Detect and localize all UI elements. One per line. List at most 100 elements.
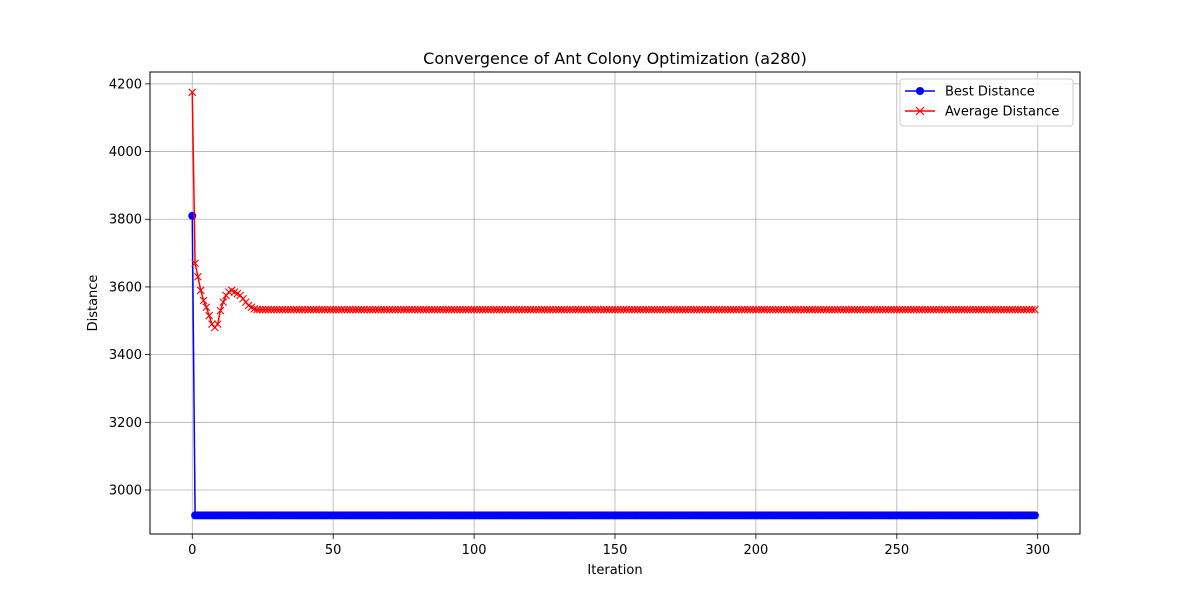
data-point <box>757 305 766 314</box>
data-point <box>681 305 690 314</box>
data-point <box>605 305 614 314</box>
data-point <box>433 305 442 314</box>
data-point <box>1030 511 1039 520</box>
data-point <box>1005 305 1014 314</box>
data-point <box>258 305 267 314</box>
data-point <box>329 305 338 314</box>
data-point <box>478 305 487 314</box>
data-point <box>847 305 856 314</box>
data-point <box>523 305 532 314</box>
data-point <box>619 305 628 314</box>
data-point <box>346 305 354 314</box>
data-point <box>506 305 515 314</box>
y-tick-label: 3800 <box>109 213 142 228</box>
data-point <box>566 305 574 314</box>
data-point <box>892 305 901 314</box>
data-point <box>706 305 715 314</box>
data-point <box>520 305 529 314</box>
data-point <box>560 305 569 314</box>
data-point <box>515 305 524 314</box>
data-point <box>461 305 470 314</box>
data-point <box>870 305 879 314</box>
data-point <box>396 305 405 314</box>
data-point <box>202 303 211 312</box>
data-point <box>833 305 842 314</box>
data-point <box>577 305 586 314</box>
data-point <box>568 305 577 314</box>
data-point <box>351 305 360 314</box>
data-point <box>405 305 414 314</box>
data-point <box>647 305 656 314</box>
data-point <box>828 305 836 314</box>
data-point <box>416 305 425 314</box>
data-point <box>957 305 966 314</box>
data-point <box>453 305 462 314</box>
data-point <box>532 305 540 314</box>
data-point <box>639 305 648 314</box>
legend-average-label: Average Distance <box>945 105 1059 120</box>
data-point <box>450 305 459 314</box>
data-point <box>690 305 698 314</box>
data-point <box>735 305 743 314</box>
data-point <box>489 305 498 314</box>
data-point <box>360 305 369 314</box>
data-point <box>391 305 400 314</box>
data-point <box>974 305 983 314</box>
data-point <box>859 305 867 314</box>
data-point <box>399 305 408 314</box>
data-point <box>594 305 602 314</box>
data-point <box>205 311 214 320</box>
x-axis-label: Iteration <box>587 563 642 578</box>
data-point <box>270 305 278 314</box>
data-point <box>518 305 526 314</box>
data-point <box>918 305 927 314</box>
data-point <box>320 305 329 314</box>
data-point <box>715 305 724 314</box>
data-point <box>303 305 312 314</box>
data-point <box>898 305 907 314</box>
data-point <box>861 305 870 314</box>
data-point <box>656 305 664 314</box>
data-point <box>740 305 749 314</box>
data-point <box>334 305 343 314</box>
data-point <box>628 305 636 314</box>
data-point <box>737 305 746 314</box>
data-point <box>890 305 898 314</box>
data-point <box>363 305 371 314</box>
data-point <box>946 305 955 314</box>
x-tick-label: 50 <box>325 543 342 558</box>
data-point <box>816 305 825 314</box>
data-point <box>760 305 769 314</box>
x-tick-label: 0 <box>188 543 196 558</box>
data-point <box>509 305 518 314</box>
series-best-distance <box>188 211 1039 520</box>
data-point <box>585 305 594 314</box>
x-tick-label: 100 <box>462 543 487 558</box>
data-point <box>774 305 783 314</box>
data-point <box>1000 305 1008 314</box>
data-point <box>306 305 315 314</box>
data-point <box>808 305 817 314</box>
data-point <box>794 305 803 314</box>
data-point <box>673 305 681 314</box>
data-point <box>591 305 600 314</box>
data-point <box>895 305 904 314</box>
data-point <box>1019 305 1028 314</box>
data-point <box>802 305 811 314</box>
data-point <box>630 305 639 314</box>
data-point <box>780 305 788 314</box>
data-point <box>267 305 276 314</box>
data-point <box>278 305 287 314</box>
data-point <box>323 305 332 314</box>
data-point <box>199 296 208 305</box>
legend: Best Distance Average Distance <box>899 78 1074 127</box>
data-point <box>368 305 377 314</box>
data-point <box>853 305 862 314</box>
data-point <box>825 305 834 314</box>
data-point <box>969 305 977 314</box>
data-point <box>216 306 225 315</box>
data-point <box>501 305 509 314</box>
data-point <box>805 305 814 314</box>
data-point <box>985 305 994 314</box>
data-point <box>932 305 941 314</box>
